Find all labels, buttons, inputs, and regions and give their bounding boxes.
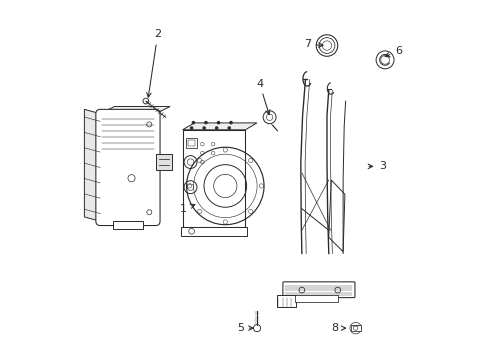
- Bar: [182, 130, 245, 226]
- Polygon shape: [328, 180, 344, 252]
- Bar: [186, 138, 197, 148]
- Text: 2: 2: [146, 30, 161, 97]
- Bar: [155, 154, 171, 170]
- Text: 4: 4: [256, 78, 269, 114]
- Circle shape: [229, 121, 232, 125]
- Bar: [188, 140, 194, 146]
- Text: 7: 7: [303, 40, 323, 49]
- Polygon shape: [182, 123, 256, 130]
- Text: 5: 5: [236, 323, 253, 333]
- Circle shape: [216, 121, 220, 125]
- FancyBboxPatch shape: [282, 282, 354, 298]
- Bar: [350, 325, 360, 331]
- FancyBboxPatch shape: [96, 109, 160, 226]
- Polygon shape: [100, 107, 170, 114]
- Bar: [276, 295, 296, 307]
- Circle shape: [214, 126, 218, 130]
- Circle shape: [189, 126, 193, 130]
- Circle shape: [203, 121, 207, 125]
- Circle shape: [227, 126, 230, 130]
- Text: 6: 6: [385, 46, 401, 57]
- Text: 3: 3: [367, 161, 386, 171]
- Circle shape: [191, 121, 195, 125]
- Bar: [181, 226, 247, 235]
- Text: 8: 8: [331, 323, 345, 333]
- Text: 1: 1: [180, 204, 195, 214]
- Bar: [295, 295, 338, 302]
- Bar: [112, 221, 143, 229]
- Polygon shape: [84, 109, 100, 221]
- Circle shape: [202, 126, 205, 130]
